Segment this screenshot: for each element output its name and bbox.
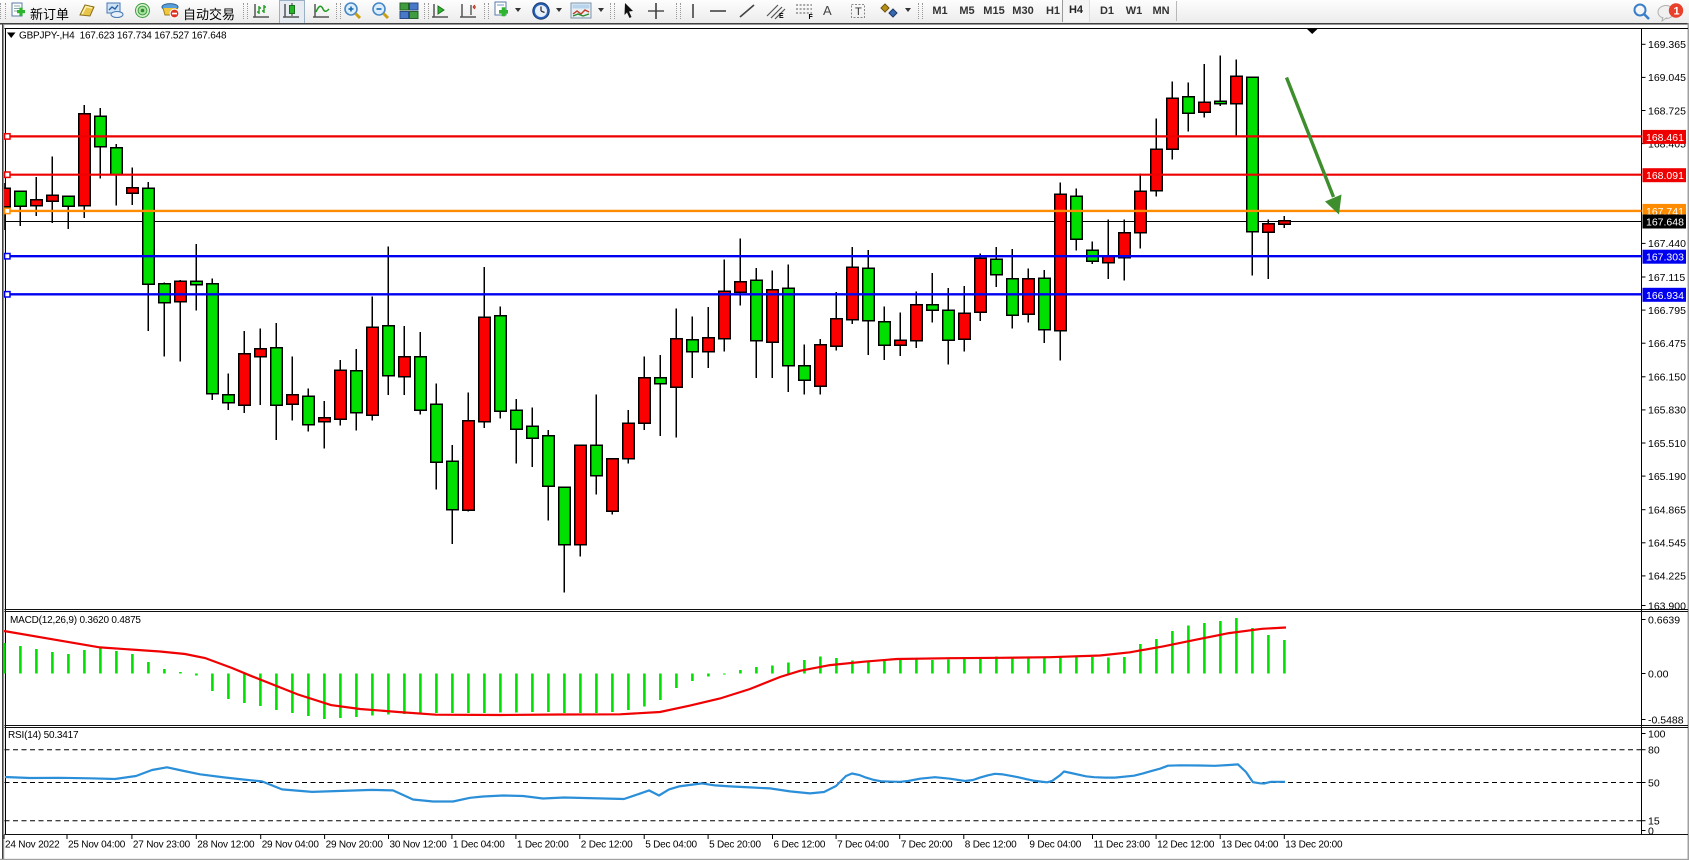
svg-text:164.545: 164.545 [1648,538,1686,550]
svg-text:-0.5488: -0.5488 [1648,714,1684,726]
svg-text:0.6639: 0.6639 [1648,614,1680,626]
svg-text:168.725: 168.725 [1648,105,1686,117]
svg-text:167.648: 167.648 [1646,217,1684,229]
svg-text:169.365: 169.365 [1648,39,1686,51]
svg-text:5 Dec 04:00: 5 Dec 04:00 [645,840,697,851]
svg-text:28 Nov 12:00: 28 Nov 12:00 [197,840,255,851]
svg-text:164.865: 164.865 [1648,505,1686,517]
svg-text:24 Nov 2022: 24 Nov 2022 [5,840,60,851]
svg-text:168.461: 168.461 [1646,132,1684,144]
svg-text:1 Dec 20:00: 1 Dec 20:00 [517,840,569,851]
svg-text:167.115: 167.115 [1648,272,1685,284]
svg-text:80: 80 [1648,745,1660,757]
svg-text:168.091: 168.091 [1646,170,1684,182]
svg-text:GBPJPY-,H4 167.623 167.734 16: GBPJPY-,H4 167.623 167.734 167.527 167.6… [19,31,227,42]
svg-text:RSI(14) 50.3417: RSI(14) 50.3417 [8,730,79,741]
svg-text:30 Nov 12:00: 30 Nov 12:00 [390,840,448,851]
svg-text:0: 0 [1648,825,1654,837]
svg-text:166.795: 166.795 [1648,305,1686,317]
svg-text:7 Dec 04:00: 7 Dec 04:00 [837,840,889,851]
svg-text:9 Dec 04:00: 9 Dec 04:00 [1029,840,1081,851]
svg-text:15: 15 [1648,816,1660,828]
svg-text:167.303: 167.303 [1646,252,1684,264]
svg-text:27 Nov 23:00: 27 Nov 23:00 [133,840,191,851]
svg-text:8 Dec 12:00: 8 Dec 12:00 [965,840,1017,851]
svg-text:167.440: 167.440 [1648,238,1686,250]
svg-text:5 Dec 20:00: 5 Dec 20:00 [709,840,761,851]
svg-text:T: T [855,6,862,18]
svg-text:29 Nov 04:00: 29 Nov 04:00 [262,840,320,851]
svg-text:166.934: 166.934 [1646,290,1684,302]
svg-text:MACD(12,26,9) 0.3620 0.4875: MACD(12,26,9) 0.3620 0.4875 [10,615,141,626]
svg-text:165.510: 165.510 [1648,438,1686,450]
svg-text:13 Dec 20:00: 13 Dec 20:00 [1285,840,1343,851]
svg-text:165.190: 165.190 [1648,471,1686,483]
svg-text:25 Nov 04:00: 25 Nov 04:00 [68,840,126,851]
svg-text:6 Dec 12:00: 6 Dec 12:00 [774,840,826,851]
svg-text:E: E [779,13,784,20]
svg-text:F: F [809,14,814,20]
svg-text:1 Dec 04:00: 1 Dec 04:00 [453,840,505,851]
svg-text:0.00: 0.00 [1648,668,1669,680]
svg-text:12 Dec 12:00: 12 Dec 12:00 [1157,840,1215,851]
svg-text:166.475: 166.475 [1648,338,1686,350]
svg-text:50: 50 [1648,777,1660,789]
svg-text:11 Dec 23:00: 11 Dec 23:00 [1094,840,1151,851]
svg-text:2 Dec 12:00: 2 Dec 12:00 [581,840,633,851]
svg-text:163.900: 163.900 [1648,600,1686,612]
svg-text:29 Nov 20:00: 29 Nov 20:00 [326,840,384,851]
svg-text:164.225: 164.225 [1648,571,1686,583]
svg-text:165.830: 165.830 [1648,405,1686,417]
svg-text:1: 1 [1674,6,1680,18]
svg-text:7 Dec 20:00: 7 Dec 20:00 [901,840,953,851]
svg-text:169.045: 169.045 [1648,72,1686,84]
svg-text:166.150: 166.150 [1648,372,1686,384]
svg-text:13 Dec 04:00: 13 Dec 04:00 [1221,840,1279,851]
svg-text:100: 100 [1648,728,1666,740]
